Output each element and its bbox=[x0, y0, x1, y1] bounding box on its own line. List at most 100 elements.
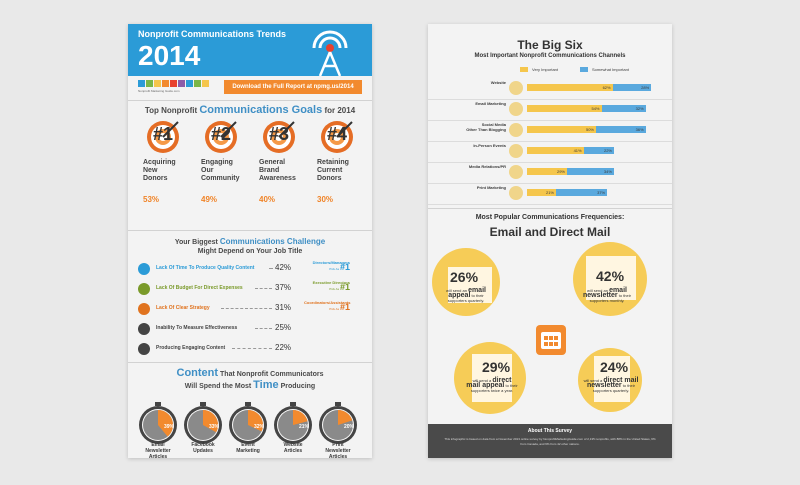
stopwatch-sector bbox=[338, 410, 353, 425]
stopwatch-percent: 20% bbox=[344, 424, 355, 430]
email-icon bbox=[509, 102, 523, 116]
bar-somewhat-important: 37% bbox=[556, 189, 608, 196]
goal-rank: #2 bbox=[210, 124, 232, 144]
channel-row: Media Relations/PR 29% 34% bbox=[428, 162, 672, 184]
challenge-percent: 42% bbox=[275, 263, 292, 272]
frequency-text: will send a direct mail appeal to their … bbox=[466, 377, 518, 393]
frequency-text: will send a direct mail newsletter to th… bbox=[583, 377, 639, 393]
channel-label: Print Marketing bbox=[476, 185, 506, 190]
content-label: Email Newsletter Articles bbox=[145, 442, 171, 458]
legend-somewhat-important: Somewhat Important bbox=[580, 67, 629, 72]
content-label: Website Articles bbox=[283, 442, 303, 454]
challenge-label: Lack Of Time To Produce Quality Content bbox=[156, 265, 255, 271]
clock-icon bbox=[138, 263, 150, 275]
frequency-percent: 24% bbox=[600, 359, 629, 375]
goal-percent: 40% bbox=[259, 195, 276, 204]
challenge-row: Producing Engaging Content 22% bbox=[138, 342, 368, 356]
stopwatch-percent: 39% bbox=[164, 424, 175, 430]
goal-rank: #4 bbox=[326, 124, 348, 144]
stopwatch-icon: 20% bbox=[319, 402, 357, 444]
about-text: This infographic is based on data from a… bbox=[444, 437, 656, 446]
content-title: Content That Nonprofit Communicators Wil… bbox=[176, 367, 324, 391]
challenge-label: Producing Engaging Content bbox=[156, 345, 226, 351]
channel-row: In-Person Events 41% 22% bbox=[428, 141, 672, 163]
leader-dots bbox=[254, 288, 272, 289]
bar-very-important: 29% bbox=[527, 168, 567, 175]
challenge-row: Lack Of Budget For Direct Expenses 37% Exe… bbox=[138, 280, 368, 296]
signpost-icon bbox=[138, 303, 150, 315]
challenge-label: Inability To Measure Effectiveness bbox=[156, 325, 238, 331]
header-banner: Nonprofit Communications Trends 2014 bbox=[128, 24, 372, 76]
challenge-row: Lack Of Clear Strategy 31% Coordinators/As… bbox=[138, 301, 368, 316]
divider bbox=[428, 208, 672, 209]
stopwatch-sector bbox=[293, 410, 308, 425]
channel-label: Email Marketing bbox=[475, 101, 506, 106]
download-report-link[interactable]: Download the Full Report at npmg.us/2014 bbox=[224, 80, 362, 94]
challenge-row: Inability To Measure Effectiveness 25% bbox=[138, 322, 368, 336]
print-icon bbox=[509, 186, 523, 200]
divider bbox=[128, 100, 372, 101]
goal-percent: 53% bbox=[143, 195, 160, 204]
stopwatch-icon: 21% bbox=[274, 402, 312, 444]
event-icon bbox=[509, 144, 523, 158]
content-label: Event Marketing bbox=[236, 442, 260, 454]
calendar-icon bbox=[536, 325, 566, 355]
divider bbox=[128, 362, 372, 363]
content-label: Print Newsletter Articles bbox=[325, 442, 351, 458]
frequency-text: will send an email newsletter to their s… bbox=[583, 287, 631, 303]
stopwatch-sector bbox=[158, 410, 174, 437]
challenge-percent: 25% bbox=[275, 323, 292, 332]
logo bbox=[138, 80, 209, 87]
challenge-label: Lack Of Clear Strategy bbox=[156, 305, 210, 311]
goal-rank: #3 bbox=[268, 124, 290, 144]
bar-somewhat-important: 28% bbox=[612, 84, 652, 91]
divider bbox=[128, 230, 372, 231]
leader-dots bbox=[232, 348, 272, 349]
bar-very-important: 62% bbox=[527, 84, 613, 91]
channel-label: Media Relations/PR bbox=[468, 164, 506, 169]
frequencies-title: Most Popular Communications Frequencies: bbox=[475, 214, 625, 221]
big-six-title: The Big Six bbox=[517, 38, 583, 52]
header-year: 2014 bbox=[138, 40, 201, 71]
goal-label: Acquiring New Donors bbox=[143, 159, 176, 182]
ruler-icon bbox=[138, 323, 150, 335]
goal-percent: 30% bbox=[317, 195, 334, 204]
bar-very-important: 54% bbox=[527, 105, 602, 112]
channel-label: In-Person Events bbox=[473, 143, 506, 148]
mail-piece-icon bbox=[594, 356, 630, 402]
channel-row: Print Marketing 21% 37% bbox=[428, 183, 672, 205]
stopwatch-icon: 32% bbox=[229, 402, 267, 444]
envelope-icon bbox=[448, 267, 492, 303]
stopwatch-icon: 39% bbox=[139, 402, 177, 444]
mail-piece-icon bbox=[472, 354, 512, 402]
challenge-percent: 31% bbox=[275, 303, 292, 312]
bar-very-important: 41% bbox=[527, 147, 584, 154]
goal-rank: #1 bbox=[152, 124, 174, 144]
frequency-percent: 26% bbox=[450, 269, 479, 285]
bar-somewhat-important: 22% bbox=[583, 147, 614, 154]
stopwatch-sector bbox=[203, 410, 218, 433]
channel-label: Social Media Other Than Blogging bbox=[466, 122, 506, 132]
job-title-note: Directors/Managers Pick As #1 bbox=[312, 260, 350, 272]
channel-row: Website 62% 28% bbox=[428, 78, 672, 100]
job-title-note: Executive Directors Pick As #1 bbox=[312, 280, 350, 292]
website-icon bbox=[509, 81, 523, 95]
goal-label: Retaining Current Donors bbox=[317, 159, 349, 182]
goals-title: Top Nonprofit Communications Goals for 2… bbox=[144, 104, 356, 116]
social-media-icon bbox=[509, 123, 523, 137]
big-six-subtitle: Most Important Nonprofit Communications … bbox=[474, 53, 626, 59]
bar-very-important: 21% bbox=[527, 189, 556, 196]
challenge-row: Lack Of Time To Produce Quality Content 4… bbox=[138, 260, 368, 276]
target-icon bbox=[147, 121, 179, 153]
challenge-percent: 22% bbox=[275, 343, 292, 352]
channel-row: Email Marketing 54% 32% bbox=[428, 99, 672, 121]
frequencies-subtitle: Email and Direct Mail bbox=[489, 225, 611, 239]
infographic-right-card: The Big Six Most Important Nonprofit Com… bbox=[428, 24, 672, 458]
leader-dots bbox=[220, 308, 272, 309]
challenge-percent: 37% bbox=[275, 283, 292, 292]
envelope-icon bbox=[586, 256, 636, 300]
bar-somewhat-important: 36% bbox=[596, 126, 646, 133]
logo-text: Nonprofit Marketing Guide.com bbox=[138, 89, 180, 93]
content-label: Facebook Updates bbox=[191, 442, 215, 454]
about-title: About This Survey bbox=[527, 428, 573, 434]
